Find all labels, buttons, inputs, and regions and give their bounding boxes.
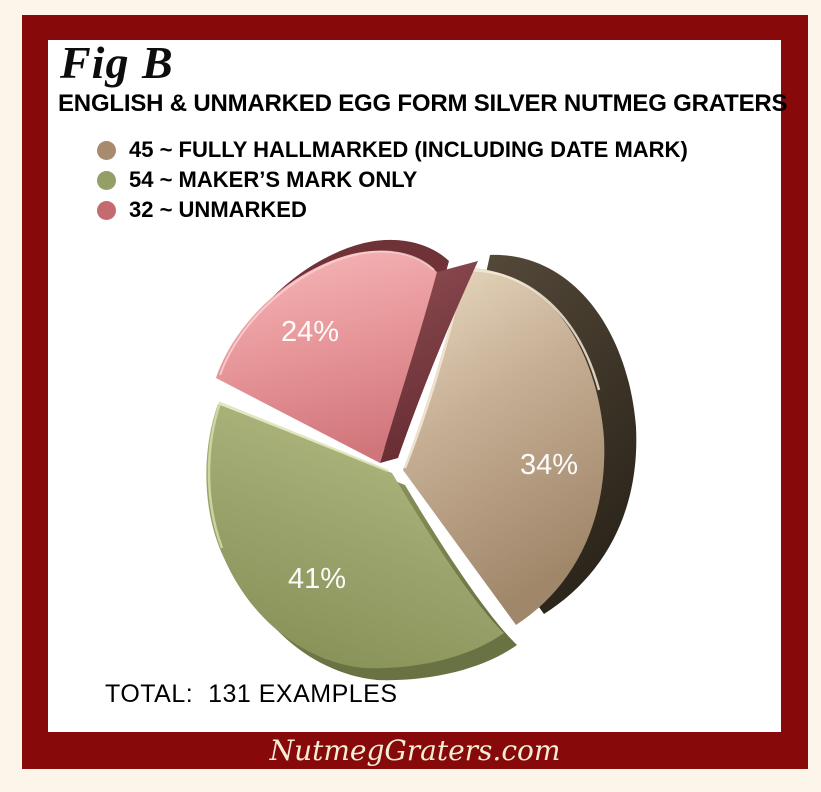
legend: 45 ~ FULLY HALLMARKED (INCLUDING DATE MA… (97, 135, 688, 225)
legend-item-fully-hallmarked: 45 ~ FULLY HALLMARKED (INCLUDING DATE MA… (97, 135, 688, 165)
chart-title: ENGLISH & UNMARKED EGG FORM SILVER NUTME… (58, 90, 788, 117)
slice-unmarked-bevel (219, 250, 435, 376)
slice-makers-mark-only (206, 401, 517, 681)
legend-bullet-tan-icon (97, 140, 116, 160)
slice-fully-hallmarked-top (403, 267, 605, 625)
slice-label-makers-mark-pct: 41% (288, 563, 346, 595)
slice-fully-hallmarked (403, 254, 637, 625)
slice-unmarked (216, 239, 478, 463)
slice-makers-mark-top (206, 404, 504, 669)
legend-label: 45 ~ FULLY HALLMARKED (INCLUDING DATE MA… (129, 137, 688, 162)
slice-makers-mark-bevel (207, 401, 389, 549)
figure-label: Fig B (60, 37, 174, 88)
legend-bullet-green-icon (97, 170, 116, 190)
slice-label-fully-hallmarked-pct: 34% (520, 449, 578, 481)
legend-item-unmarked: 32 ~ UNMARKED (97, 195, 688, 225)
legend-item-makers-mark: 54 ~ MAKER’S MARK ONLY (97, 165, 688, 195)
legend-label: 54 ~ MAKER’S MARK ONLY (129, 167, 418, 192)
legend-label: 32 ~ UNMARKED (129, 197, 307, 222)
total-label: TOTAL: 131 EXAMPLES (105, 680, 398, 708)
slice-label-unmarked-pct: 24% (281, 316, 339, 348)
slice-unmarked-wall (380, 261, 478, 463)
slice-unmarked-top (216, 250, 437, 463)
legend-bullet-red-icon (97, 200, 116, 220)
website-label: NutmegGraters.com (269, 734, 561, 767)
